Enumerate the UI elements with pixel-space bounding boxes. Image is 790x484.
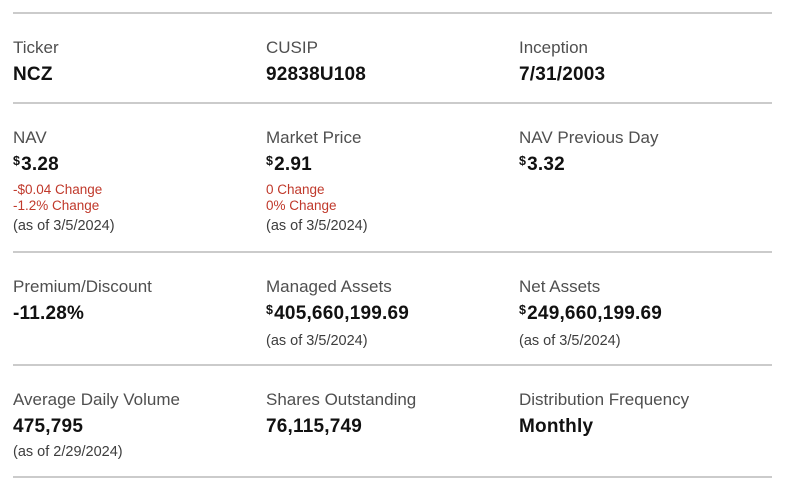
stat-value: $3.28 bbox=[13, 151, 252, 180]
change-amount: 0 Change bbox=[266, 182, 325, 197]
stat-label: NAV Previous Day bbox=[519, 128, 659, 147]
divider-top bbox=[13, 12, 772, 14]
divider bbox=[13, 251, 772, 253]
currency-symbol: $ bbox=[266, 154, 274, 168]
stats-row-assets: Premium/Discount -11.28% Managed Assets … bbox=[13, 253, 772, 364]
currency-symbol: $ bbox=[13, 154, 21, 168]
stat-net-assets: Net Assets $249,660,199.69 (as of 3/5/20… bbox=[519, 274, 772, 364]
currency-symbol: $ bbox=[266, 303, 274, 317]
stat-inception: Inception 7/31/2003 bbox=[519, 35, 772, 102]
stat-amount: 3.32 bbox=[527, 154, 565, 175]
as-of-date: (as of 3/5/2024) bbox=[266, 333, 368, 349]
stat-value: $2.91 bbox=[266, 151, 505, 180]
change-block: 0 Change 0% Change bbox=[266, 182, 505, 214]
stat-value: 92838U108 bbox=[266, 64, 367, 85]
stat-label: Shares Outstanding bbox=[266, 390, 417, 409]
stat-managed-assets: Managed Assets $405,660,199.69 (as of 3/… bbox=[266, 274, 519, 364]
stat-value: $249,660,199.69 bbox=[519, 300, 758, 329]
stat-value: -11.28% bbox=[13, 303, 85, 324]
stat-label: Ticker bbox=[13, 38, 59, 57]
stat-value: $405,660,199.69 bbox=[266, 300, 505, 329]
currency-symbol: $ bbox=[519, 154, 527, 168]
stat-amount: 3.28 bbox=[21, 154, 59, 175]
divider bbox=[13, 364, 772, 366]
stat-nav-previous-day: NAV Previous Day $3.32 bbox=[519, 125, 772, 251]
stat-value: Monthly bbox=[519, 416, 594, 437]
stat-shares-outstanding: Shares Outstanding 76,115,749 bbox=[266, 387, 519, 476]
stat-distribution-frequency: Distribution Frequency Monthly bbox=[519, 387, 772, 476]
stat-amount: 2.91 bbox=[274, 154, 312, 175]
stat-ticker: Ticker NCZ bbox=[13, 35, 266, 102]
stat-label: Average Daily Volume bbox=[13, 390, 180, 409]
change-percent: 0% Change bbox=[266, 198, 337, 213]
stat-value: NCZ bbox=[13, 64, 53, 85]
divider bbox=[13, 102, 772, 104]
stat-label: Managed Assets bbox=[266, 277, 392, 296]
stat-cusip: CUSIP 92838U108 bbox=[266, 35, 519, 102]
stat-label: Distribution Frequency bbox=[519, 390, 690, 409]
as-of-date: (as of 3/5/2024) bbox=[519, 333, 621, 349]
change-block: -$0.04 Change -1.2% Change bbox=[13, 182, 252, 214]
as-of-date: (as of 2/29/2024) bbox=[13, 444, 123, 460]
stat-label: Net Assets bbox=[519, 277, 601, 296]
stat-market-price: Market Price $2.91 0 Change 0% Change (a… bbox=[266, 125, 519, 251]
stats-row-shares: Average Daily Volume 475,795 (as of 2/29… bbox=[13, 366, 772, 476]
stats-row-pricing: NAV $3.28 -$0.04 Change -1.2% Change (as… bbox=[13, 104, 772, 251]
stat-label: Inception bbox=[519, 38, 588, 57]
stat-nav: NAV $3.28 -$0.04 Change -1.2% Change (as… bbox=[13, 125, 266, 251]
stat-label: CUSIP bbox=[266, 38, 318, 57]
stat-label: NAV bbox=[13, 128, 47, 147]
stat-label: Premium/Discount bbox=[13, 277, 152, 296]
stat-amount: 249,660,199.69 bbox=[527, 303, 663, 324]
stat-label: Market Price bbox=[266, 128, 362, 147]
stat-amount: 405,660,199.69 bbox=[274, 303, 410, 324]
stats-row-identity: Ticker NCZ CUSIP 92838U108 Inception 7/3… bbox=[13, 14, 772, 102]
stat-premium-discount: Premium/Discount -11.28% bbox=[13, 274, 266, 364]
currency-symbol: $ bbox=[519, 303, 527, 317]
as-of-date: (as of 3/5/2024) bbox=[13, 218, 115, 234]
divider-bottom bbox=[13, 476, 772, 478]
as-of-date: (as of 3/5/2024) bbox=[266, 218, 368, 234]
stat-value: 76,115,749 bbox=[266, 416, 363, 437]
change-percent: -1.2% Change bbox=[13, 198, 100, 213]
stat-value: $3.32 bbox=[519, 151, 758, 180]
change-amount: -$0.04 Change bbox=[13, 182, 103, 197]
stat-value: 475,795 bbox=[13, 416, 84, 437]
stat-average-daily-volume: Average Daily Volume 475,795 (as of 2/29… bbox=[13, 387, 266, 476]
stat-value: 7/31/2003 bbox=[519, 64, 606, 85]
